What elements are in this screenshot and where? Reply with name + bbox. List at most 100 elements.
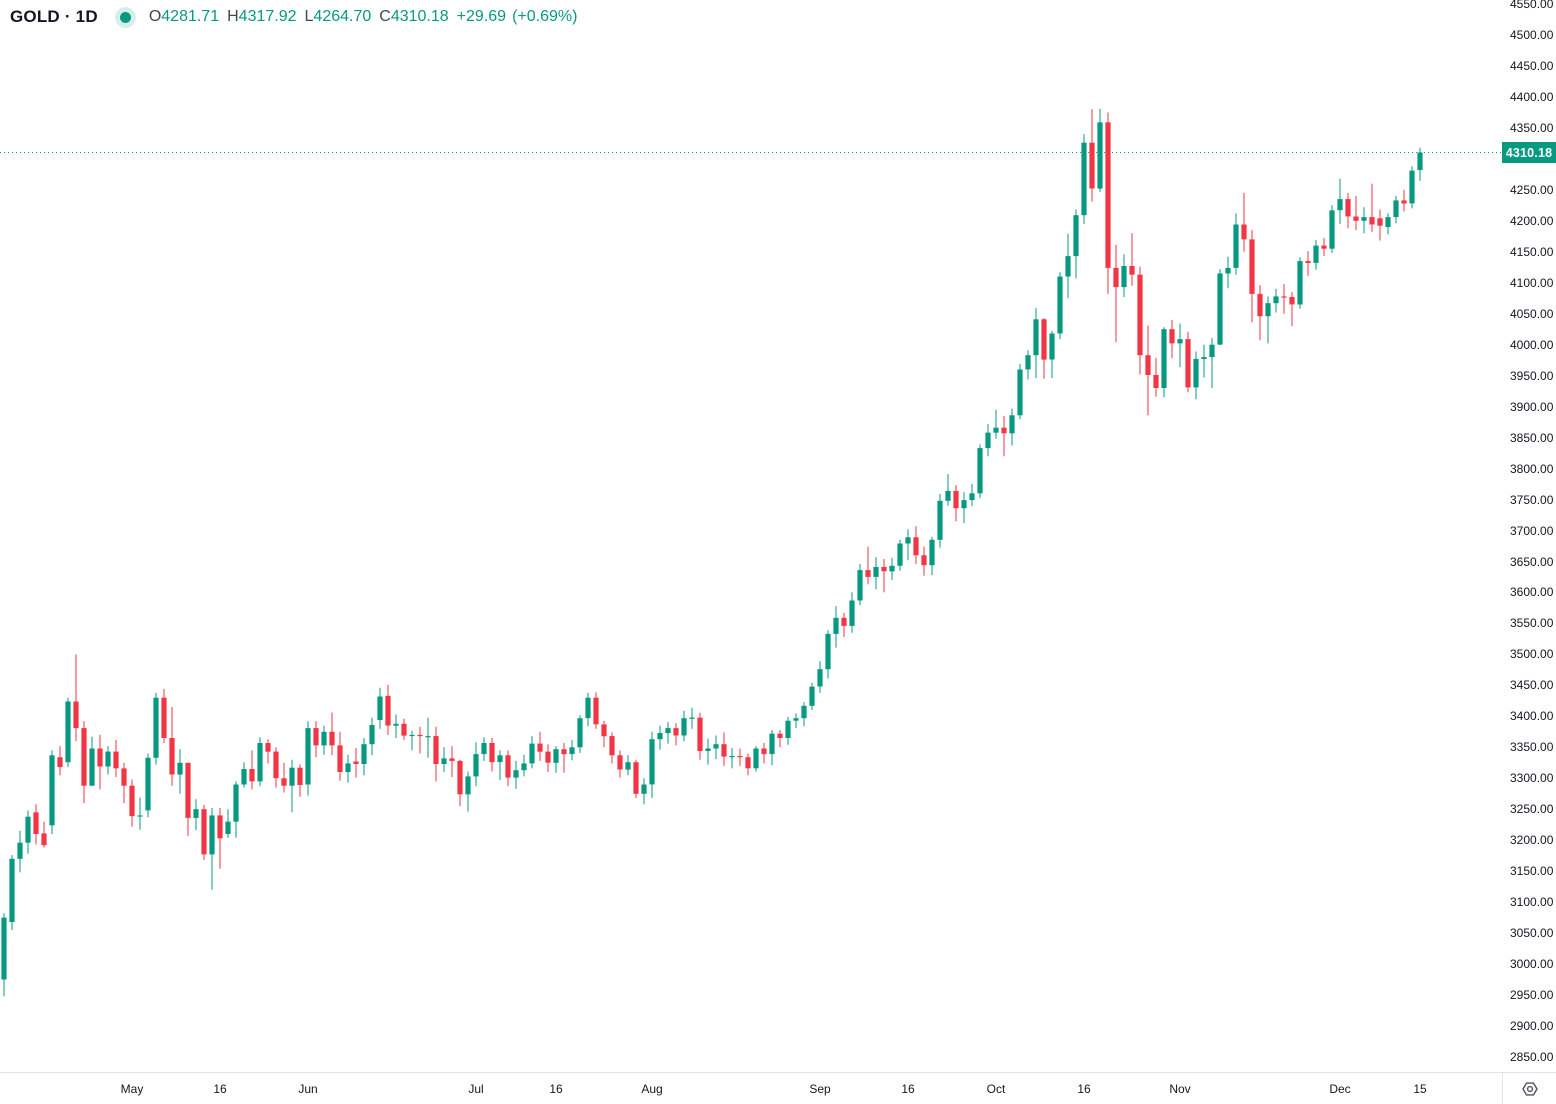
- candle: [1353, 196, 1359, 231]
- price-tick-label: 2950.00: [1510, 988, 1554, 1003]
- candle: [1345, 192, 1351, 229]
- candle: [833, 606, 839, 648]
- candle: [929, 536, 935, 576]
- price-tick-label: 3300.00: [1510, 771, 1554, 786]
- candle: [1009, 408, 1015, 446]
- candle: [1313, 240, 1319, 270]
- candle: [793, 713, 799, 729]
- candle: [625, 755, 631, 776]
- candle: [529, 736, 535, 769]
- candle: [1201, 344, 1207, 378]
- candle: [305, 721, 311, 796]
- candle: [857, 563, 863, 606]
- candle: [1321, 238, 1327, 257]
- candle: [1025, 350, 1031, 380]
- candle: [505, 750, 511, 787]
- candle: [865, 546, 871, 585]
- candle: [65, 697, 71, 768]
- candle: [177, 749, 183, 794]
- candle: [1209, 337, 1215, 388]
- candle: [153, 692, 159, 765]
- candle: [1113, 245, 1119, 343]
- candle: [569, 739, 575, 761]
- candle: [369, 717, 375, 756]
- candle: [209, 808, 215, 890]
- candle: [1161, 327, 1167, 398]
- candle: [121, 762, 127, 803]
- time-tick-label: 16: [1077, 1082, 1091, 1096]
- candle: [1273, 288, 1279, 313]
- price-tick-label: 3350.00: [1510, 740, 1554, 755]
- candle: [753, 746, 759, 772]
- price-tick-label: 4250.00: [1510, 182, 1554, 197]
- candle: [97, 734, 103, 790]
- candle: [361, 738, 367, 776]
- candle: [713, 735, 719, 760]
- candle: [881, 559, 887, 593]
- candle: [193, 799, 199, 831]
- candle: [9, 855, 15, 930]
- price-tick-label: 3250.00: [1510, 802, 1554, 817]
- candle: [409, 730, 415, 751]
- candle: [1241, 192, 1247, 252]
- candle: [233, 781, 239, 838]
- candle: [1049, 331, 1055, 379]
- candle: [417, 726, 423, 754]
- candle: [1041, 318, 1047, 379]
- price-tick-label: 3900.00: [1510, 399, 1554, 414]
- candle: [737, 748, 743, 766]
- candle: [217, 808, 223, 869]
- candle: [329, 712, 335, 756]
- candle: [1033, 308, 1039, 379]
- candle: [961, 492, 967, 524]
- price-tick-label: 4000.00: [1510, 337, 1554, 352]
- candle: [497, 750, 503, 781]
- candle: [545, 744, 551, 773]
- candle: [705, 738, 711, 765]
- candle: [897, 539, 903, 571]
- candle: [513, 760, 519, 789]
- time-tick-label: 16: [213, 1082, 227, 1096]
- candle: [593, 692, 599, 729]
- candle: [1249, 230, 1255, 323]
- candle: [841, 612, 847, 637]
- market-status-dot-icon[interactable]: [119, 11, 131, 23]
- candlestick-chart-pane[interactable]: [0, 0, 1502, 1072]
- candle: [905, 529, 911, 561]
- candlestick-chart[interactable]: [0, 0, 1502, 1072]
- candle: [73, 654, 79, 742]
- candle: [769, 730, 775, 766]
- candle: [665, 721, 671, 744]
- candle: [489, 738, 495, 772]
- candle: [993, 409, 999, 439]
- candle: [1401, 189, 1407, 212]
- candle: [889, 557, 895, 581]
- time-tick-label: 15: [1413, 1082, 1427, 1096]
- candle: [161, 689, 167, 743]
- candle: [433, 726, 439, 782]
- candle: [849, 592, 855, 633]
- candle: [89, 736, 95, 787]
- candle: [1377, 209, 1383, 241]
- symbol-title[interactable]: GOLD · 1D: [10, 7, 98, 26]
- settings-gear-icon[interactable]: [1521, 1080, 1539, 1098]
- price-tick-label: 3600.00: [1510, 585, 1554, 600]
- price-tick-label: 3500.00: [1510, 647, 1554, 662]
- candle: [249, 750, 255, 790]
- candle: [1225, 256, 1231, 289]
- candle: [81, 721, 87, 803]
- time-tick-label: Sep: [809, 1082, 831, 1096]
- close-value: C4310.18: [379, 8, 449, 25]
- candle: [809, 682, 815, 711]
- time-scale[interactable]: May 16 Jun Jul 16 Aug Sep 16 Oct 16 Nov Dec 15: [0, 1072, 1502, 1104]
- candle: [953, 485, 959, 522]
- candle: [681, 710, 687, 742]
- price-tick-label: 4050.00: [1510, 306, 1554, 321]
- candle: [289, 759, 295, 813]
- candle: [1233, 213, 1239, 275]
- candle: [385, 684, 391, 735]
- candle: [1073, 209, 1079, 279]
- chart-legend: GOLD · 1D O4281.71 H4317.92 L4264.70 C43…: [10, 5, 583, 29]
- price-scale[interactable]: 4550.004500.004450.004400.004350.004300.…: [1502, 0, 1556, 1072]
